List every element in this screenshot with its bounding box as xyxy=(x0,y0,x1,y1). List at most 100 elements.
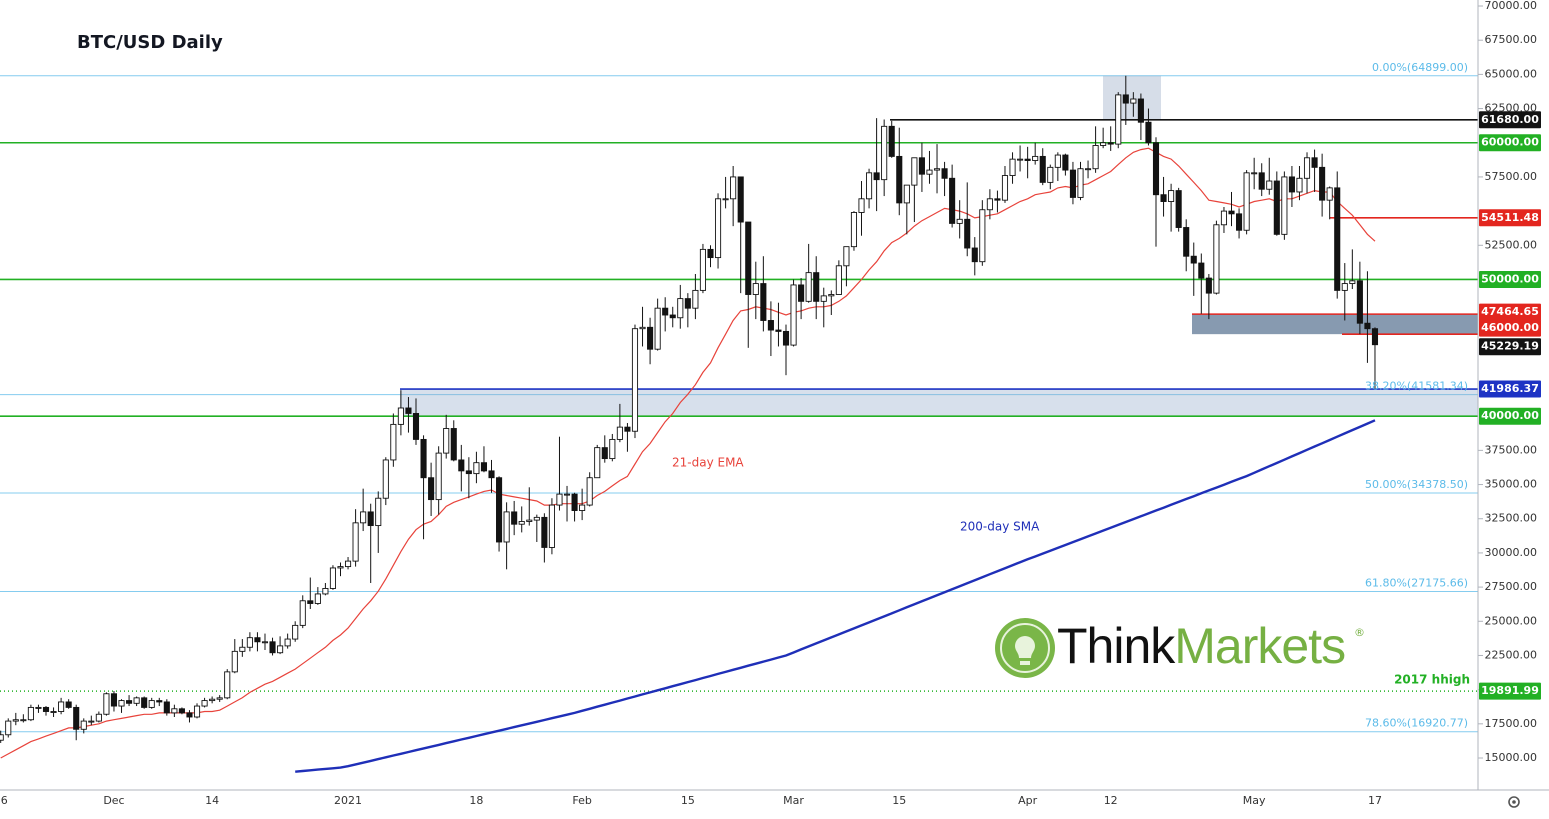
candle-body xyxy=(284,638,291,647)
level-label-box xyxy=(1479,270,1541,288)
candle-body xyxy=(367,511,374,527)
candle-body xyxy=(1220,210,1228,226)
x-tick-label: 15 xyxy=(892,794,906,807)
candle-body xyxy=(473,462,480,475)
settings-icon[interactable] xyxy=(1508,796,1520,808)
candle-body xyxy=(775,329,782,332)
level-label: 47464.65 xyxy=(1481,305,1539,318)
candle-body xyxy=(375,497,382,527)
candle-body xyxy=(420,438,427,479)
candle-body xyxy=(239,646,246,652)
candle-body xyxy=(1213,224,1220,294)
candle-body xyxy=(896,155,903,204)
zones xyxy=(0,75,1478,733)
level-label-box xyxy=(1479,380,1541,398)
candle-body xyxy=(216,697,223,700)
candle-body xyxy=(1017,158,1024,161)
candle-body xyxy=(231,650,238,673)
candle-body xyxy=(1349,280,1356,285)
x-tick-label: Apr xyxy=(1018,794,1038,807)
chart-title: BTC/USD Daily xyxy=(77,32,223,53)
level-note: 2017 hhigh xyxy=(1394,673,1470,687)
marks xyxy=(0,75,1379,773)
candle-body xyxy=(805,272,812,302)
y-tick-label: 15000.00 xyxy=(1485,751,1538,764)
candle-body xyxy=(428,477,435,501)
candle-body xyxy=(994,198,1001,201)
x-tick-label: Mar xyxy=(783,794,804,807)
candle-body xyxy=(435,452,442,501)
candle-body xyxy=(1334,187,1341,291)
candle-body xyxy=(1198,262,1205,279)
candle-body xyxy=(1145,121,1152,144)
candle-body xyxy=(1296,177,1303,193)
candle-body xyxy=(1077,168,1084,198)
candle-body xyxy=(752,283,759,295)
ma-label: 200-day SMA xyxy=(960,520,1040,534)
support-zone xyxy=(1192,314,1478,335)
y-tick-label: 65000.00 xyxy=(1485,67,1538,80)
candle-body xyxy=(631,328,639,432)
candle-body xyxy=(80,720,87,730)
settings-gear-center xyxy=(1512,800,1516,804)
candle-body xyxy=(141,697,148,708)
candle-body xyxy=(1364,322,1371,330)
candle-body xyxy=(903,184,910,204)
candle-body xyxy=(1107,142,1114,145)
level-label-box xyxy=(1479,319,1541,337)
candle-body xyxy=(1115,94,1122,145)
candle-body xyxy=(971,247,978,263)
breakout-zone xyxy=(400,389,1478,417)
candle-body xyxy=(344,560,352,568)
candle-body xyxy=(201,700,208,707)
y-tick-label: 52500.00 xyxy=(1485,238,1538,251)
y-tick-label: 25000.00 xyxy=(1485,614,1538,627)
candle-body xyxy=(148,700,155,708)
x-tick-label: 12 xyxy=(1104,794,1118,807)
settings-gear[interactable] xyxy=(1508,796,1520,808)
candle-body xyxy=(292,624,299,640)
candle-body xyxy=(1175,190,1182,228)
candle-body xyxy=(412,413,420,440)
x-tick-label: 14 xyxy=(205,794,219,807)
candle-body xyxy=(390,423,397,461)
ma-label: 21-day EMA xyxy=(672,456,744,470)
candle-body xyxy=(1047,166,1054,183)
candle-body xyxy=(405,407,412,414)
candle-body xyxy=(35,706,42,709)
candle-body xyxy=(193,705,201,718)
candle-body xyxy=(911,157,918,186)
candle-body xyxy=(866,172,873,200)
candle-body xyxy=(1273,180,1280,235)
x-tick-label: Feb xyxy=(572,794,591,807)
level-label: 50000.00 xyxy=(1481,272,1539,285)
candle-body xyxy=(224,671,231,699)
level-label: 40000.00 xyxy=(1481,409,1539,422)
candle-body xyxy=(707,248,714,259)
candle-body xyxy=(798,284,805,302)
logo-bulb xyxy=(1015,636,1035,665)
x-tick-label: 18 xyxy=(469,794,483,807)
candle-body xyxy=(684,298,691,309)
level-label: 45229.19 xyxy=(1481,340,1539,353)
candle-body xyxy=(1236,213,1243,231)
y-tick-label: 32500.00 xyxy=(1485,512,1538,525)
candle-body xyxy=(1183,227,1190,257)
candle-body xyxy=(1303,157,1311,179)
candle-body xyxy=(533,516,540,521)
fib-label: 78.60%(16920.77) xyxy=(1365,717,1468,730)
level-label: 46000.00 xyxy=(1481,321,1539,334)
candle-body xyxy=(986,198,993,211)
candle-body xyxy=(261,641,269,644)
candle-body xyxy=(307,600,314,604)
candle-body xyxy=(881,125,888,181)
logo-icon-ring xyxy=(1000,623,1050,673)
x-tick-label: 16 xyxy=(0,794,8,807)
candle-body xyxy=(526,519,533,522)
candle-body xyxy=(503,511,510,543)
candle-body xyxy=(1122,94,1129,104)
candle-body xyxy=(178,708,185,714)
candle-body xyxy=(73,706,80,730)
logo-think: Think xyxy=(1057,618,1176,674)
